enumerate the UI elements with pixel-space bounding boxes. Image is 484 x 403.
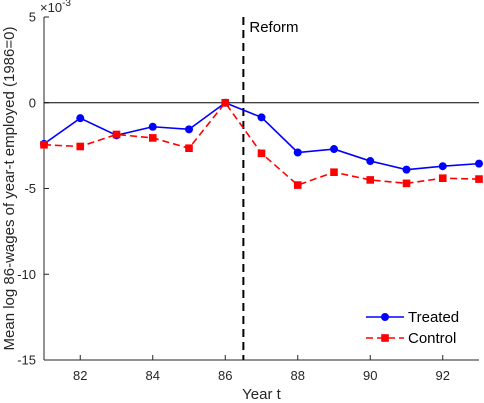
x-tick-label: 92 bbox=[436, 368, 450, 383]
x-tick-label: 90 bbox=[363, 368, 377, 383]
data-point-control bbox=[112, 130, 121, 139]
data-point-control bbox=[40, 140, 48, 149]
y-axis-title: Mean log 86-wages of year-t employed (19… bbox=[1, 27, 18, 351]
y-tick-label: 5 bbox=[29, 10, 36, 25]
x-tick-label: 88 bbox=[291, 368, 305, 383]
y-tick-label: 0 bbox=[29, 95, 36, 110]
y-exponent-power: -3 bbox=[62, 0, 71, 9]
y-tick-label: -10 bbox=[17, 267, 36, 282]
data-point-control bbox=[293, 181, 302, 189]
legend-label-treated: Treated bbox=[408, 309, 459, 326]
data-point-control bbox=[257, 149, 266, 158]
data-point-control bbox=[402, 179, 411, 188]
x-tick-label: 82 bbox=[73, 368, 87, 383]
x-axis-title: Year t bbox=[242, 386, 281, 403]
data-point-treated bbox=[330, 145, 338, 154]
data-point-treated bbox=[185, 125, 193, 134]
reform-label: Reform bbox=[249, 19, 298, 36]
x-tick-label: 86 bbox=[218, 368, 232, 383]
data-point-treated bbox=[366, 157, 375, 166]
legend-label-control: Control bbox=[408, 330, 456, 347]
data-point-treated bbox=[475, 159, 483, 168]
data-point-treated bbox=[402, 165, 411, 174]
y-tick-label: -5 bbox=[24, 181, 36, 196]
data-point-treated bbox=[76, 114, 85, 123]
x-tick-label: 84 bbox=[146, 368, 160, 383]
data-point-control bbox=[185, 144, 193, 152]
data-point-control bbox=[76, 142, 85, 151]
y-exponent-label: ×10-3 bbox=[40, 0, 71, 15]
data-point-control bbox=[330, 168, 338, 177]
y-exponent-base: ×10 bbox=[40, 0, 62, 15]
data-point-control bbox=[221, 98, 230, 107]
data-point-control bbox=[148, 134, 157, 142]
legend-marker-control bbox=[381, 334, 389, 342]
legend-marker-treated bbox=[381, 313, 389, 321]
data-point-control bbox=[438, 174, 447, 183]
data-point-control bbox=[475, 175, 483, 183]
data-point-control bbox=[366, 176, 375, 184]
data-point-treated bbox=[438, 162, 447, 171]
data-point-treated bbox=[148, 122, 157, 131]
data-point-treated bbox=[257, 113, 266, 122]
data-point-treated bbox=[293, 148, 302, 157]
y-tick-label: -15 bbox=[17, 353, 36, 368]
